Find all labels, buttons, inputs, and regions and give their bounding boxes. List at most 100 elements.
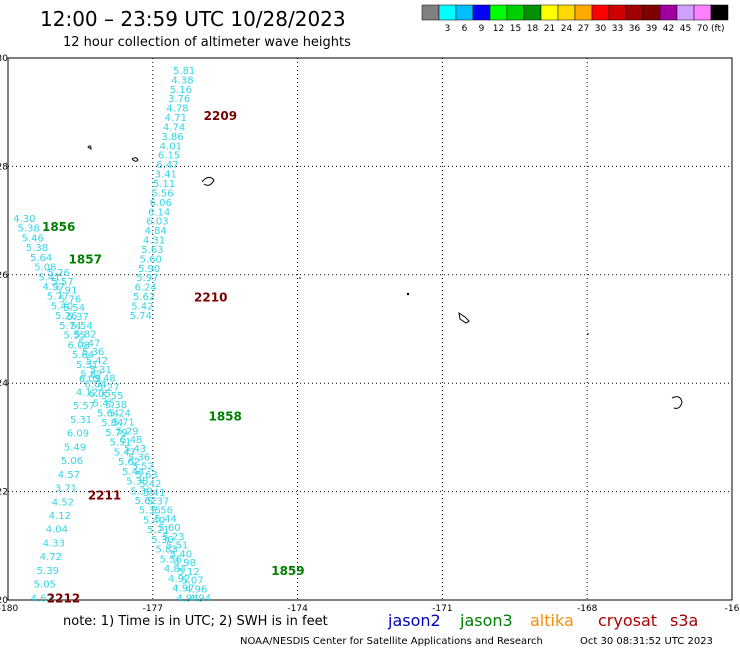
pass-time-label: 1856 <box>42 220 75 234</box>
wave-height-label: 5.45 <box>93 399 115 410</box>
wave-height-label: 3.71 <box>55 484 77 495</box>
wave-height-label: 5.48 <box>120 435 142 446</box>
latitude-tick-label: 26 <box>0 271 8 281</box>
wave-height-label: 5.56 <box>151 505 173 516</box>
wave-height-label: 5.51 <box>166 541 188 552</box>
wave-height-label: 5.52 <box>132 461 154 472</box>
track-south: 6.09 4.12 5.57 5.31 6.09 5.49 5.06 4.57 3.71 4.52… <box>31 374 102 605</box>
wave-height-label: 5.76 <box>59 294 81 305</box>
longitude-tick-label: -177 <box>143 604 163 614</box>
wave-height-label: 5.26 <box>48 268 70 279</box>
colorbar-swatch <box>608 4 627 21</box>
satellite-legend-item: jason3 <box>459 611 513 630</box>
colorbar-swatch <box>523 4 542 21</box>
wave-height-label: 4.97 <box>43 282 65 293</box>
island-dot <box>406 292 410 296</box>
wave-height-label: 4.30 <box>13 214 35 225</box>
wave-height-label: 3.41 <box>155 170 177 181</box>
wave-height-label: 4.38 <box>171 75 193 86</box>
colorbar-tick-label: 12 <box>493 24 504 34</box>
wave-height-label: 5.81 <box>173 66 195 77</box>
wave-height-label: 5.57 <box>73 401 95 412</box>
colorbar-tick-label: 70 <box>697 24 709 34</box>
wave-height-label: 5.62 <box>133 292 155 303</box>
colorbar-swatch <box>710 4 729 21</box>
wave-height-label: 5.64 <box>97 408 119 419</box>
longitude-tick-label: -180 <box>0 604 18 614</box>
colorbar-unit: (ft) <box>711 24 725 34</box>
wave-height-label: 6.05 <box>89 389 111 400</box>
wave-height-label: 5.27 <box>97 382 119 393</box>
satellite-legend-item: jason2 <box>387 611 441 630</box>
wave-height-label: 5.42 <box>131 301 153 312</box>
latitude-tick-label: 28 <box>0 162 8 172</box>
satellite-legend-item: cryosat <box>598 611 657 630</box>
colorbar-tick-label: 33 <box>612 24 623 34</box>
island-dot <box>299 277 301 279</box>
wave-height-label: 6.04 <box>84 379 106 390</box>
wave-height-label: 5.63 <box>141 245 163 256</box>
wave-height-label: 5.60 <box>158 523 180 534</box>
wave-height-label: 5.29 <box>116 426 138 437</box>
wave-height-label: 5.41 <box>38 272 60 283</box>
footer-timestamp: Oct 30 08:31:52 UTC 2023 <box>580 636 713 647</box>
colorbar-tick-label: 27 <box>578 24 589 34</box>
wave-height-label: 4.71 <box>165 113 187 124</box>
wave-height-label: 5.42 <box>86 356 108 367</box>
wave-height-label: 5.44 <box>122 467 144 478</box>
wave-height-label: 5.55 <box>101 391 123 402</box>
wave-height-label: 5.38 <box>17 224 39 235</box>
wave-height-label: 4.72 <box>40 552 62 563</box>
wave-height-label: 5.83 <box>156 545 178 556</box>
wave-height-label: 5.87 <box>80 370 102 381</box>
map-frame <box>7 57 733 601</box>
island-outline <box>671 396 683 409</box>
colorbar-tick-label: 30 <box>595 24 607 34</box>
wave-height-label: 5.44 <box>155 514 177 525</box>
island-outline <box>458 311 470 324</box>
wave-height-label: 4.12 <box>49 511 71 522</box>
wave-height-label: 5.84 <box>101 418 123 429</box>
wave-height-label: 4.84 <box>164 564 186 575</box>
altimeter-tracks: 5.814.385.163.764.784.714.743.864.016.15… <box>13 66 211 604</box>
wave-height-label: 6.47 <box>156 160 178 171</box>
longitude-tick-label: -16 <box>725 604 740 614</box>
wave-height-label: 4.57 <box>58 470 80 481</box>
wave-height-label: 5.47 <box>78 338 100 349</box>
colorbar-swatch <box>489 4 508 21</box>
wave-height-label: 5.56 <box>151 188 173 199</box>
longitude-tick-label: -168 <box>577 604 598 614</box>
pass-time-labels: 2209 2210 2211 2212 1856 1857 1858 1859 <box>42 109 305 605</box>
colorbar-swatch <box>506 4 525 21</box>
longitude-tick-label: -171 <box>432 604 452 614</box>
wave-height-label: 4.33 <box>43 538 65 549</box>
wave-height-label: 5.97 <box>136 273 158 284</box>
wave-height-label: 5.38 <box>105 400 127 411</box>
wave-height-label: 5.82 <box>74 330 96 341</box>
latitude-tick-labels: 20 22 24 26 28 30 <box>0 54 8 606</box>
map-title: 12:00 – 23:59 UTC 10/28/2023 <box>40 7 346 31</box>
wave-height-label: 4.52 <box>52 497 74 508</box>
colorbar-tick-label: 6 <box>462 24 468 34</box>
colorbar-swatch <box>625 4 644 21</box>
wave-height-label: 5.30 <box>151 535 173 546</box>
wave-height-label: 4.78 <box>166 104 188 115</box>
wave-height-label: 5.48 <box>93 374 115 385</box>
wave-height-label: 5.74 <box>59 321 81 332</box>
wave-height-label: 4.04 <box>46 525 68 536</box>
wave-height-label: 4.31 <box>143 236 165 247</box>
wave-height-label: 5.36 <box>128 453 150 464</box>
wave-height-label: 5.23 <box>162 532 184 543</box>
colorbar-tick-label: 9 <box>479 24 485 34</box>
wave-height-label: 4.01 <box>160 141 182 152</box>
wave-height-label: 5.41 <box>143 488 165 499</box>
wave-height-label: 5.39 <box>37 566 59 577</box>
colorbar-tick-label: 36 <box>629 24 641 34</box>
wave-height-label: 5.08 <box>34 263 56 274</box>
longitude-tick-label: -174 <box>287 604 308 614</box>
wave-height-label: 5.38 <box>26 243 48 254</box>
legend-note: note: 1) Time is in UTC; 2) SWH is in fe… <box>63 614 328 629</box>
wave-height-label: 5.40 <box>143 515 165 526</box>
wave-height-label: 5.43 <box>124 444 146 455</box>
